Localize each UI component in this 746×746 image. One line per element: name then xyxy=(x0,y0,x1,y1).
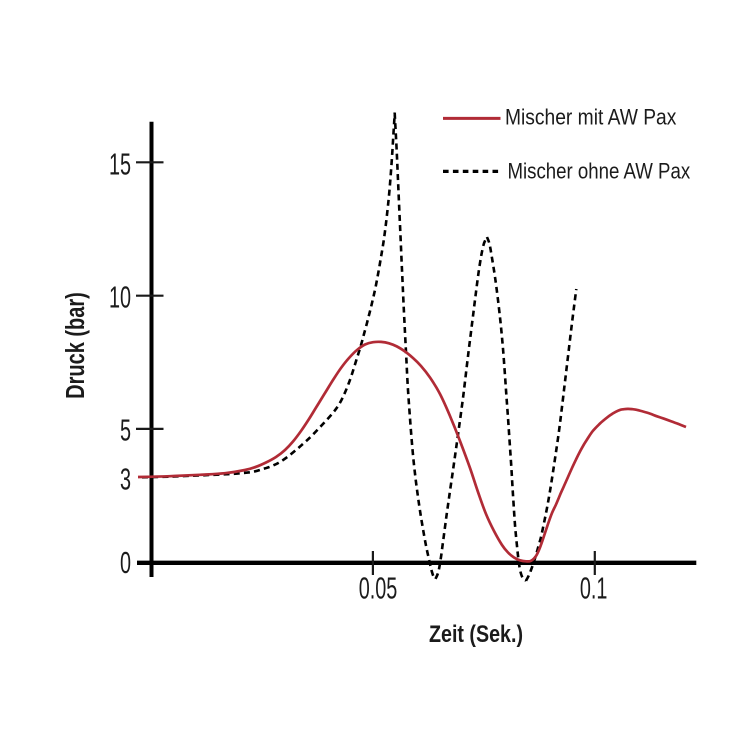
svg-text:Mischer mit AW Pax: Mischer mit AW Pax xyxy=(505,105,677,129)
svg-text:Zeit (Sek.): Zeit (Sek.) xyxy=(429,620,523,647)
svg-text:10: 10 xyxy=(109,279,131,315)
svg-text:3: 3 xyxy=(120,461,131,497)
svg-text:0.05: 0.05 xyxy=(359,570,398,606)
svg-text:0.1: 0.1 xyxy=(580,570,608,606)
svg-text:Druck (bar): Druck (bar) xyxy=(60,292,89,399)
svg-text:15: 15 xyxy=(109,146,131,182)
svg-text:5: 5 xyxy=(120,412,131,448)
svg-text:0: 0 xyxy=(120,544,131,580)
svg-text:Mischer ohne AW Pax: Mischer ohne AW Pax xyxy=(508,160,691,184)
